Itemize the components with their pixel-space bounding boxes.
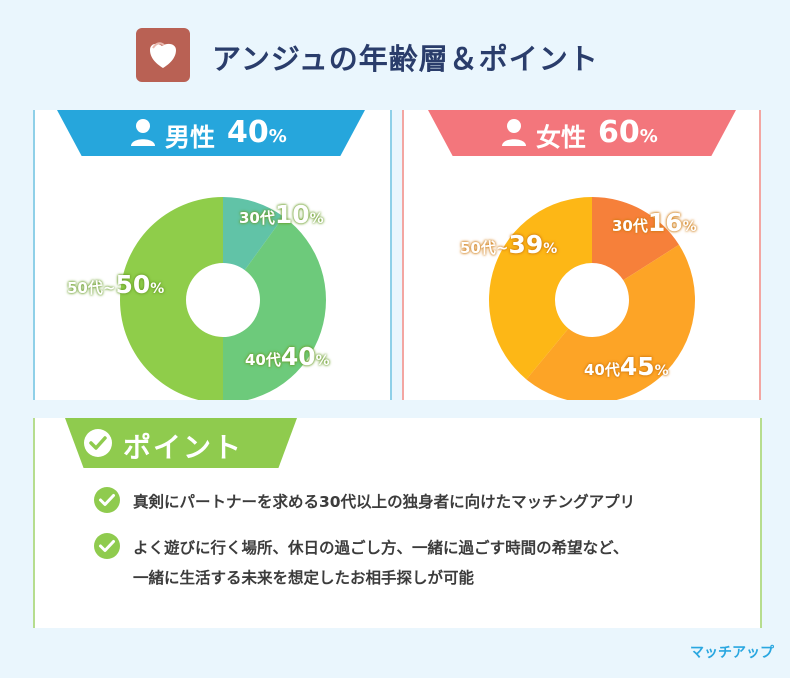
male-panel: 男性 40% 30代10% 50代~50% 40代40% <box>33 110 392 400</box>
female-share: 60% <box>598 115 658 150</box>
male-age-donut-chart <box>120 197 326 400</box>
male-label: 男性 <box>165 123 216 152</box>
brand-logo: マッチアップ <box>690 645 774 661</box>
donut-slice-30s <box>223 197 284 271</box>
donut-slice-50s <box>120 197 223 400</box>
person-icon <box>502 119 526 146</box>
check-circle-icon <box>94 533 120 559</box>
female-label: 女性 <box>536 123 587 152</box>
female-age-donut-chart <box>489 197 696 400</box>
donut-slice-40s <box>526 244 696 400</box>
female-label-40s: 40代45% <box>584 352 669 381</box>
point-text: 真剣にパートナーを求める30代以上の独身者に向けたマッチングアプリ <box>133 493 636 511</box>
points-title: ポイント <box>123 431 244 464</box>
female-label-50s: 50代~39% <box>460 230 558 259</box>
page-title: アンジュの年齢層＆ポイント <box>212 42 599 76</box>
donut-slice-30s <box>592 197 679 281</box>
person-icon <box>131 119 155 146</box>
check-circle-icon <box>94 487 120 513</box>
header: アンジュの年齢層＆ポイント <box>0 22 790 92</box>
check-circle-icon <box>84 429 112 457</box>
donut-slice-40s <box>223 216 326 400</box>
male-share: 40% <box>227 115 287 150</box>
points-panel: ポイント 真剣にパートナーを求める30代以上の独身者に向けたマッチングアプリ よ… <box>33 418 762 628</box>
female-banner: 女性 60% <box>428 110 736 156</box>
female-label-30s: 30代16% <box>612 208 697 237</box>
donut-slice-50s <box>489 197 592 380</box>
point-text: よく遊びに行く場所、休日の過ごし方、一緒に過ごす時間の希望など、 一緒に生活する未… <box>133 539 629 587</box>
female-panel: 女性 60% 30代16% 50代~39% 40代45% <box>402 110 761 400</box>
male-banner: 男性 40% <box>57 110 365 156</box>
app-logo-icon <box>136 28 190 82</box>
male-label-30s: 30代10% <box>239 200 324 229</box>
points-banner: ポイント <box>65 418 297 468</box>
male-label-40s: 40代40% <box>245 342 330 371</box>
male-label-50s: 50代~50% <box>67 270 165 299</box>
